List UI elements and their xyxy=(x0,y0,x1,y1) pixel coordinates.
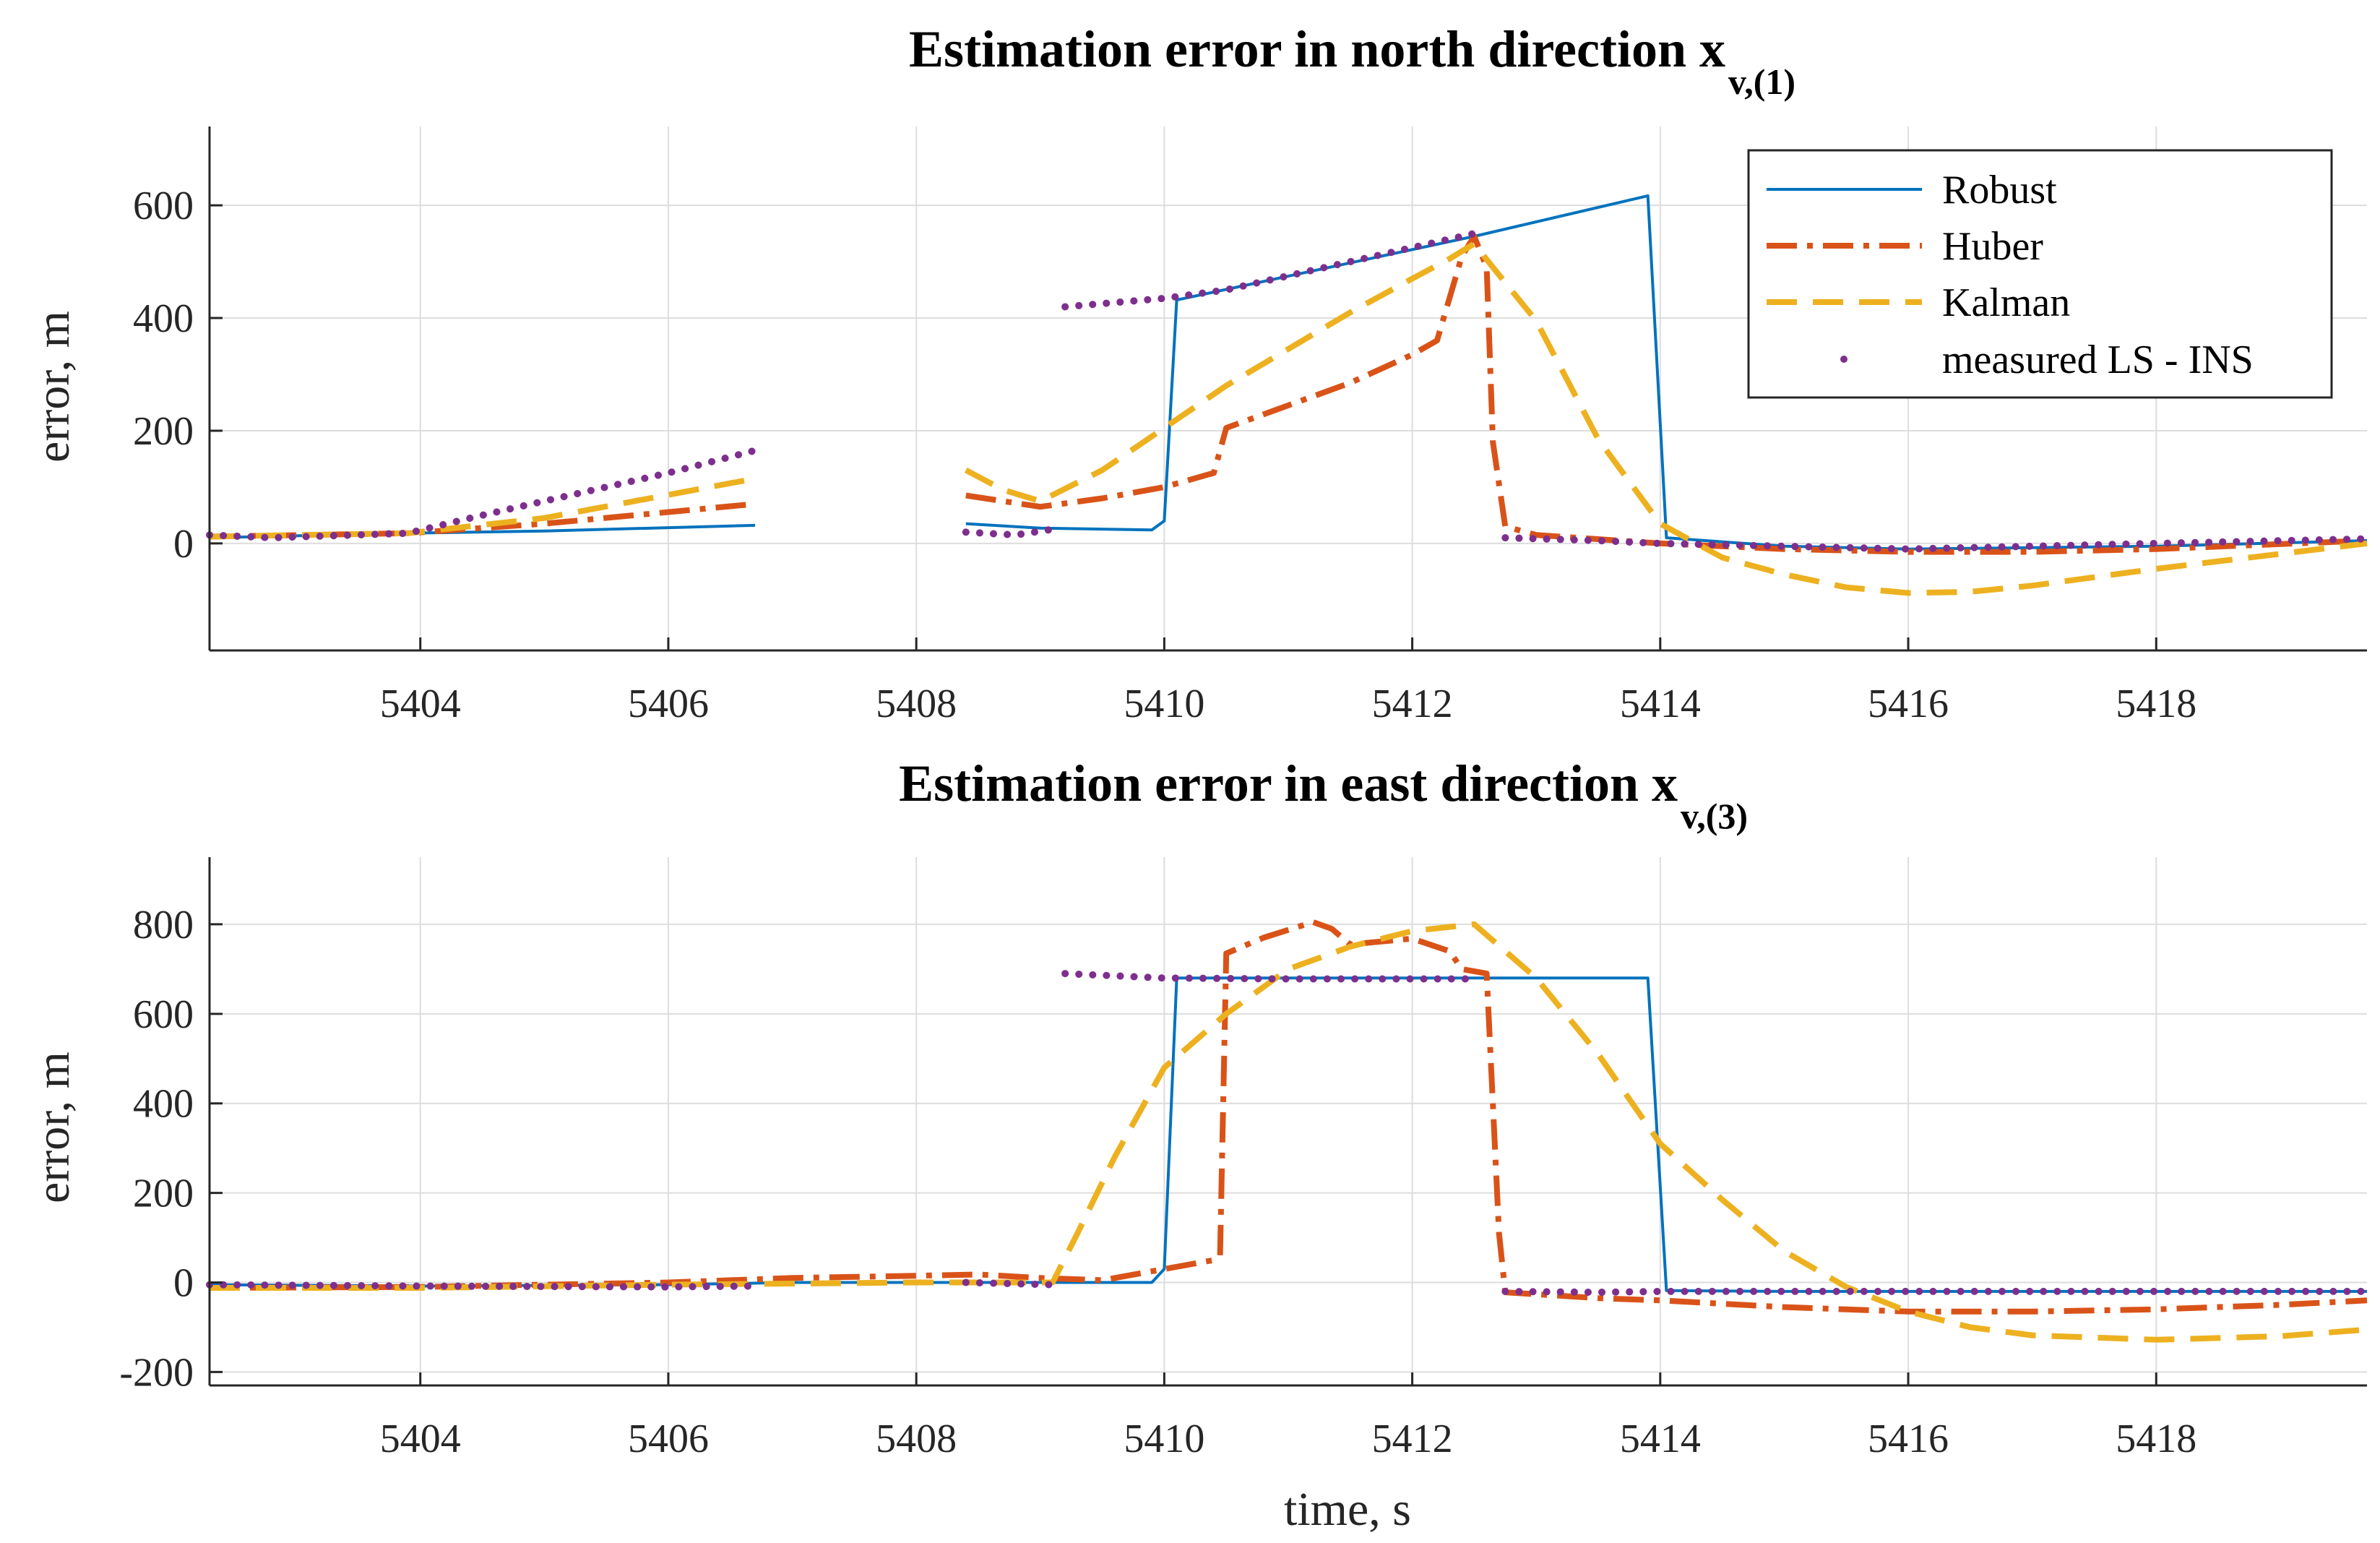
series-measured-line xyxy=(1061,230,1478,311)
series-measured-line xyxy=(1501,1287,2371,1297)
series-kalman-line xyxy=(964,241,2368,596)
y-tick-label: 400 xyxy=(133,1082,194,1127)
east-plot-title-subscript: v,(3) xyxy=(1681,796,1748,836)
series-kalman-line xyxy=(210,921,2368,1343)
x-tick-label: 5412 xyxy=(1372,1417,1453,1461)
x-tick-label: 5410 xyxy=(1124,1417,1204,1461)
x-tick-label: 5416 xyxy=(1868,682,1949,726)
north-ticks: 5404 5406 5408 5410 5412 5414 5416 5418 0 200 400 6… xyxy=(133,184,2196,726)
north-error-plot: Estimation error in north direction x v,… xyxy=(27,20,2371,726)
series-measured-line xyxy=(206,1281,759,1291)
x-tick-label: 5414 xyxy=(1620,1417,1701,1461)
east-series xyxy=(206,919,2371,1343)
legend-huber-label: Huber xyxy=(1942,224,2043,269)
y-tick-label: 200 xyxy=(133,409,194,454)
x-tick-label: 5404 xyxy=(380,1417,461,1461)
legend-kalman-label: Kalman xyxy=(1942,280,2070,325)
east-plot-title: Estimation error in east direction x xyxy=(899,755,1678,812)
series-measured-line xyxy=(962,1278,1056,1289)
series-measured-line xyxy=(962,525,1056,539)
east-grid xyxy=(210,857,2367,1385)
x-tick-label: 5406 xyxy=(628,682,709,726)
legend-measured-marker xyxy=(1840,356,1847,363)
y-tick-label: 0 xyxy=(173,522,194,567)
east-axes xyxy=(208,857,2367,1387)
x-tick-label: 5406 xyxy=(628,1417,709,1461)
x-tick-label: 5412 xyxy=(1372,682,1453,726)
x-tick-label: 5408 xyxy=(876,1417,957,1461)
y-tick-label: 0 xyxy=(173,1261,194,1306)
legend-robust-label: Robust xyxy=(1942,168,2057,212)
y-tick-label: 600 xyxy=(133,184,194,228)
north-plot-title: Estimation error in north direction x xyxy=(909,20,1725,78)
y-tick-label: -200 xyxy=(119,1350,194,1395)
north-axes xyxy=(208,126,2367,652)
x-axis-label: time, s xyxy=(1284,1483,1411,1536)
y-tick-label: 600 xyxy=(133,992,194,1037)
x-tick-label: 5418 xyxy=(2116,1417,2196,1461)
east-ticks: 5404 5406 5408 5410 5412 5414 5416 5418 -200 0 200… xyxy=(119,903,2196,1461)
series-huber-line xyxy=(209,919,2368,1315)
x-tick-label: 5416 xyxy=(1868,1417,1949,1461)
y-tick-label: 200 xyxy=(133,1172,194,1216)
east-ylabel: error, m xyxy=(27,1052,79,1203)
x-tick-label: 5404 xyxy=(380,682,461,726)
legend: Robust Huber Kalman measured LS - INS xyxy=(1747,149,2333,399)
east-error-plot: Estimation error in east direction x v,(… xyxy=(27,755,2371,1536)
north-series xyxy=(206,194,2371,596)
x-tick-label: 5414 xyxy=(1620,682,1701,726)
legend-measured-label: measured LS - INS xyxy=(1942,338,2254,382)
x-tick-label: 5410 xyxy=(1124,682,1204,726)
series-measured-line xyxy=(1061,970,1478,983)
x-tick-label: 5408 xyxy=(876,682,957,726)
y-tick-label: 800 xyxy=(133,903,194,947)
north-ylabel: error, m xyxy=(27,311,79,463)
north-plot-title-subscript: v,(1) xyxy=(1728,61,1795,102)
series-measured-line xyxy=(206,447,759,542)
x-tick-label: 5418 xyxy=(2116,682,2196,726)
y-tick-label: 400 xyxy=(133,296,194,341)
series-robust-line xyxy=(209,976,2367,1293)
